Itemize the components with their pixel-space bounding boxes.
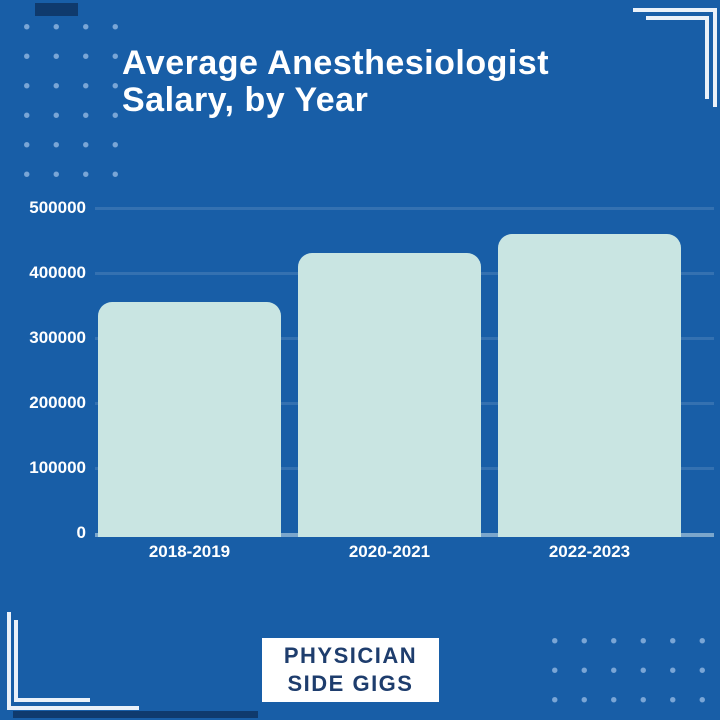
y-tick-label: 100000 (29, 458, 86, 477)
badge-line-2: SIDE GIGS (287, 671, 414, 696)
y-tick-label: 200000 (29, 393, 86, 412)
chart-title: Average Anesthesiologist Salary, by Year (122, 44, 550, 119)
bar-2022-2023 (498, 234, 681, 537)
bar-2020-2021 (298, 253, 481, 537)
x-tick-label: 2020-2021 (348, 542, 431, 561)
x-tick-label: 2022-2023 (548, 542, 631, 561)
corner-bracket-bottom-left-inner (14, 620, 90, 702)
y-tick-label: 300000 (29, 328, 86, 347)
x-tick-label: 2018-2019 (148, 542, 231, 561)
dot-grid-bottom-right-decoration (540, 626, 716, 714)
brand-badge: PHYSICIAN SIDE GIGS (262, 638, 439, 702)
y-tick-label: 0 (76, 523, 86, 542)
dot-grid-top-left-decoration (12, 12, 120, 180)
y-tick-label: 400000 (29, 263, 86, 282)
corner-bracket-bottom-left-outer (7, 612, 139, 710)
bar-2018-2019 (98, 302, 281, 537)
badge-line-1: PHYSICIAN (283, 643, 418, 668)
gridline-500000 (95, 207, 714, 210)
y-tick-label: 500000 (29, 198, 86, 217)
top-edge-accent-bar (35, 3, 78, 16)
corner-bracket-top-right-inner (646, 16, 709, 99)
corner-bracket-top-right-outer (633, 8, 717, 107)
bottom-edge-accent-bar (13, 711, 258, 718)
